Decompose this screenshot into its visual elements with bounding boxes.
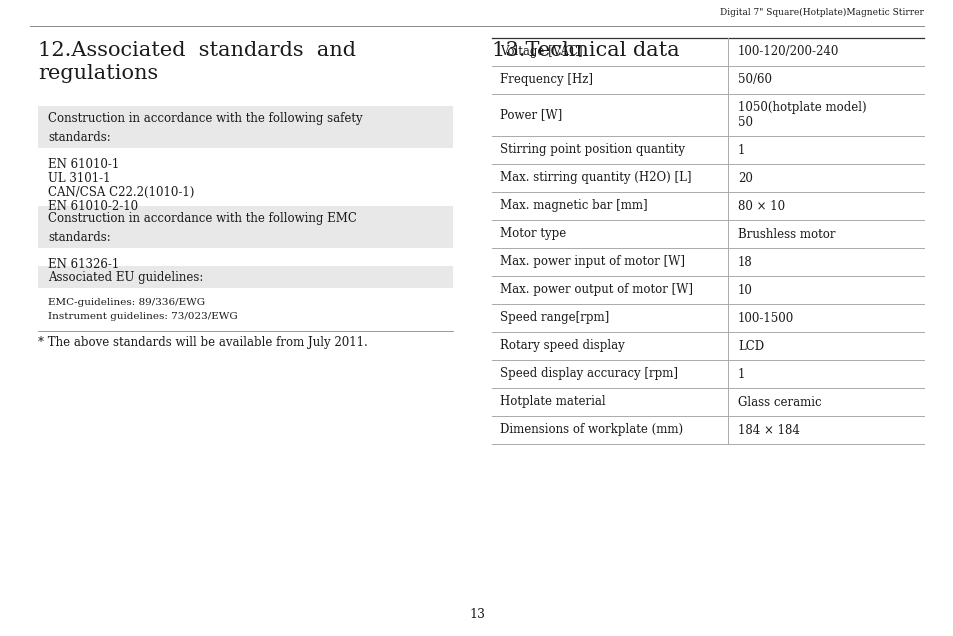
Text: 50: 50 — [738, 116, 752, 130]
Bar — [38, 266, 453, 288]
Text: 12.Associated  standards  and: 12.Associated standards and — [38, 41, 355, 60]
Text: 1050(hotplate model): 1050(hotplate model) — [738, 100, 865, 113]
Text: 50/60: 50/60 — [738, 74, 771, 86]
Text: Max. power output of motor [W]: Max. power output of motor [W] — [499, 284, 692, 296]
Text: CAN/CSA C22.2(1010-1): CAN/CSA C22.2(1010-1) — [48, 186, 194, 199]
Text: Construction in accordance with the following safety
standards:: Construction in accordance with the foll… — [48, 112, 362, 144]
Text: EN 61326-1: EN 61326-1 — [48, 258, 119, 271]
Text: Max. stirring quantity (H2O) [L]: Max. stirring quantity (H2O) [L] — [499, 172, 691, 184]
Text: * The above standards will be available from July 2011.: * The above standards will be available … — [38, 336, 367, 349]
Text: Instrument guidelines: 73/023/EWG: Instrument guidelines: 73/023/EWG — [48, 312, 237, 321]
Text: 13: 13 — [469, 608, 484, 621]
Text: Speed range[rpm]: Speed range[rpm] — [499, 312, 609, 324]
Text: Max. power input of motor [W]: Max. power input of motor [W] — [499, 256, 684, 268]
Text: 10: 10 — [738, 284, 752, 296]
Bar — [38, 206, 453, 248]
Text: Dimensions of workplate (mm): Dimensions of workplate (mm) — [499, 424, 682, 436]
Text: EN 61010-1: EN 61010-1 — [48, 158, 119, 171]
Text: Rotary speed display: Rotary speed display — [499, 340, 624, 352]
Bar — [38, 106, 453, 148]
Text: 18: 18 — [738, 256, 752, 268]
Text: Speed display accuracy [rpm]: Speed display accuracy [rpm] — [499, 368, 678, 380]
Text: Construction in accordance with the following EMC
standards:: Construction in accordance with the foll… — [48, 212, 356, 244]
Text: LCD: LCD — [738, 340, 763, 352]
Text: Voltage [VAC]: Voltage [VAC] — [499, 46, 582, 59]
Text: Stirring point position quantity: Stirring point position quantity — [499, 144, 684, 156]
Text: Digital 7" Square(Hotplate)Magnetic Stirrer: Digital 7" Square(Hotplate)Magnetic Stir… — [720, 8, 923, 17]
Text: Motor type: Motor type — [499, 228, 566, 240]
Text: Glass ceramic: Glass ceramic — [738, 396, 821, 408]
Text: 184 × 184: 184 × 184 — [738, 424, 799, 436]
Text: UL 3101-1: UL 3101-1 — [48, 172, 111, 185]
Text: Brushless motor: Brushless motor — [738, 228, 835, 240]
Text: 80 × 10: 80 × 10 — [738, 200, 784, 212]
Text: EN 61010-2-10: EN 61010-2-10 — [48, 200, 138, 213]
Text: Max. magnetic bar [mm]: Max. magnetic bar [mm] — [499, 200, 647, 212]
Text: 20: 20 — [738, 172, 752, 184]
Text: 1: 1 — [738, 368, 744, 380]
Text: regulations: regulations — [38, 64, 158, 83]
Text: Hotplate material: Hotplate material — [499, 396, 605, 408]
Text: Frequency [Hz]: Frequency [Hz] — [499, 74, 593, 86]
Text: Power [W]: Power [W] — [499, 109, 561, 121]
Text: 13.Technical data: 13.Technical data — [492, 41, 679, 60]
Text: 100-120/200-240: 100-120/200-240 — [738, 46, 839, 59]
Text: EMC-guidelines: 89/336/EWG: EMC-guidelines: 89/336/EWG — [48, 298, 205, 307]
Text: Associated EU guidelines:: Associated EU guidelines: — [48, 271, 203, 284]
Text: 100-1500: 100-1500 — [738, 312, 794, 324]
Text: 1: 1 — [738, 144, 744, 156]
